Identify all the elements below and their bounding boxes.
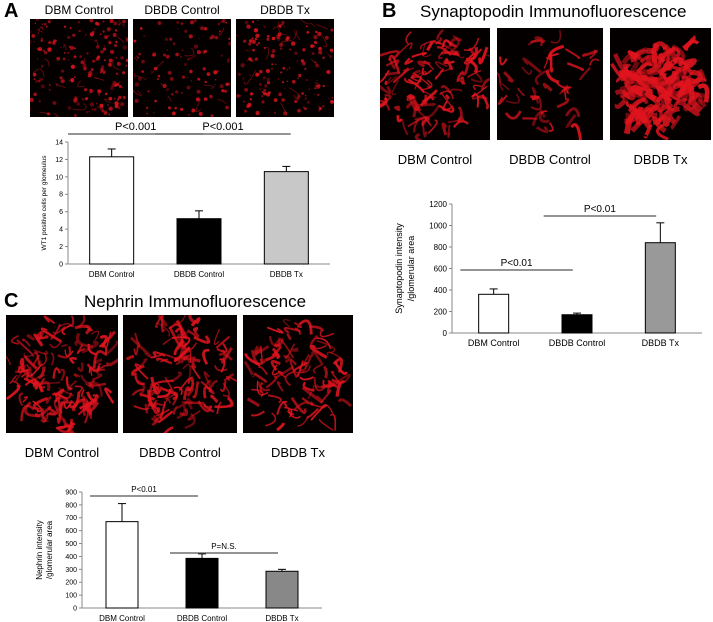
chart-a-y-tick-label: 10 [55, 174, 63, 181]
chart-c-bar [185, 557, 219, 609]
panel-b-label-dbdb-tx: DBDB Tx [633, 152, 688, 167]
chart-a-y-tick-label: 4 [59, 227, 63, 234]
micrograph-a-dbdb-control [133, 19, 231, 117]
chart-a-y-tick-label: 8 [59, 192, 63, 199]
chart-c-y-tick-label: 800 [65, 502, 77, 509]
chart-c-y-tick-label: 100 [65, 593, 77, 600]
panel-a-letter: A [4, 0, 19, 22]
chart-b-category-label: DBM Control [468, 338, 520, 348]
panel-b-label-dbdb-control: DBDB Control [509, 152, 591, 167]
chart-c-significance-label: P<0.01 [131, 485, 157, 494]
chart-a-error-bar [107, 148, 116, 157]
micrograph-b-dbdb-control [497, 28, 603, 140]
chart-a-y-tick-label: 6 [59, 209, 63, 216]
micrograph-c-dbm-control [6, 315, 118, 433]
chart-a-category-label: DBDB Control [174, 270, 224, 279]
chart-a-category-label: DBM Control [89, 270, 135, 279]
panel-c-label-dbm-control: DBM Control [24, 445, 100, 460]
chart-c-y-tick-label: 0 [73, 605, 77, 612]
chart-b-y-label: Synaptopodin intensity [394, 223, 404, 314]
chart-c-y-label: /glomerular area [45, 520, 54, 579]
panel-a-label-dbdb-control: DBDB Control [144, 3, 220, 17]
chart-a-y-tick-label: 2 [59, 244, 63, 251]
chart-a-y-tick-label: 14 [55, 139, 63, 146]
chart-a-bar [176, 218, 222, 265]
panel-c-label-dbdb-tx: DBDB Tx [271, 445, 325, 460]
panel-b-title: Synaptopodin Immunofluorescence [420, 2, 687, 21]
chart-a-category-label: DBDB Tx [270, 270, 303, 279]
chart-c-category-label: DBDB Control [177, 614, 227, 622]
chart-c-bar [265, 570, 299, 609]
chart-a-error-bar [282, 165, 291, 172]
chart-a-y-tick-label: 0 [59, 261, 63, 268]
chart-c-bar [105, 521, 139, 609]
chart-b-category-label: DBDB Tx [642, 338, 680, 348]
chart-a-bar [263, 171, 309, 265]
chart-c-y-tick-label: 300 [65, 567, 77, 574]
chart-a-bar [89, 156, 135, 265]
chart-c-error-bar [278, 568, 286, 572]
chart-c-category-label: DBDB Tx [265, 614, 298, 622]
chart-a-y-tick-label: 12 [55, 157, 63, 164]
chart-c: 0 100 200 300 400 500 600 700 800 900 Nephrin inte… [35, 485, 322, 622]
panel-c-title: Nephrin Immunofluorescence [84, 292, 307, 311]
chart-b-bar [644, 242, 676, 334]
micrograph-b-dbm-control [380, 28, 490, 140]
chart-c-error-bar [118, 503, 126, 522]
chart-b-y-tick-label: 1200 [429, 200, 447, 209]
chart-b-y-tick-label: 1000 [429, 221, 447, 230]
chart-b-y-tick-label: 600 [434, 264, 448, 273]
chart-a-error-bar [195, 210, 203, 219]
chart-b-y-tick-label: 400 [434, 286, 448, 295]
panel-b-letter: B [382, 0, 397, 22]
chart-c-y-tick-label: 900 [65, 489, 77, 496]
chart-a-y-label: WT1 positive cells per glomeulus [41, 155, 48, 251]
micrograph-b-dbdb-tx [610, 28, 711, 140]
chart-b-bar [561, 314, 593, 334]
chart-c-error-bar [198, 553, 206, 559]
chart-b-y-tick-label: 800 [434, 243, 448, 252]
chart-a: 0 2 4 6 8 10 12 14 WT1 positive cells per glomeu… [41, 121, 330, 279]
chart-b-y-tick-label: 0 [443, 329, 448, 338]
chart-b-y-label: /glomerular area [406, 236, 416, 302]
chart-a-significance-label: P<0.001 [202, 121, 243, 133]
chart-b-error-bar [656, 222, 665, 243]
micrograph-a-dbdb-tx [236, 19, 334, 117]
chart-b-category-label: DBDB Control [549, 338, 606, 348]
panel-b-label-dbm-control: DBM Control [397, 152, 473, 167]
chart-b-error-bar [489, 288, 498, 295]
chart-b-significance-label: P<0.01 [501, 258, 533, 269]
chart-c-y-tick-label: 600 [65, 528, 77, 535]
chart-b: 0 200 400 600 800 1000 1200 Synaptopodin intens… [394, 200, 702, 348]
micrograph-a-dbm-control [30, 19, 128, 117]
panel-c-letter: C [4, 290, 19, 312]
chart-c-y-tick-label: 400 [65, 554, 77, 561]
panel-c-label-dbdb-control: DBDB Control [139, 445, 221, 460]
chart-a-significance-label: P<0.001 [115, 121, 156, 133]
chart-c-y-tick-label: 200 [65, 580, 77, 587]
chart-c-category-label: DBM Control [99, 614, 145, 622]
chart-b-significance-label: P<0.01 [584, 204, 616, 215]
micrograph-c-dbdb-control [123, 315, 237, 433]
chart-b-bar [478, 293, 510, 334]
chart-b-error-bar [573, 312, 581, 315]
chart-b-y-tick-label: 200 [434, 307, 448, 316]
chart-c-y-tick-label: 500 [65, 541, 77, 548]
micrograph-c-dbdb-tx [243, 315, 353, 433]
chart-c-y-tick-label: 700 [65, 515, 77, 522]
chart-c-y-label: Nephrin intensity [35, 520, 44, 580]
chart-c-significance-label: P=N.S. [211, 542, 237, 551]
panel-a-label-dbdb-tx: DBDB Tx [260, 3, 310, 17]
panel-a-label-dbm-control: DBM Control [44, 3, 114, 17]
